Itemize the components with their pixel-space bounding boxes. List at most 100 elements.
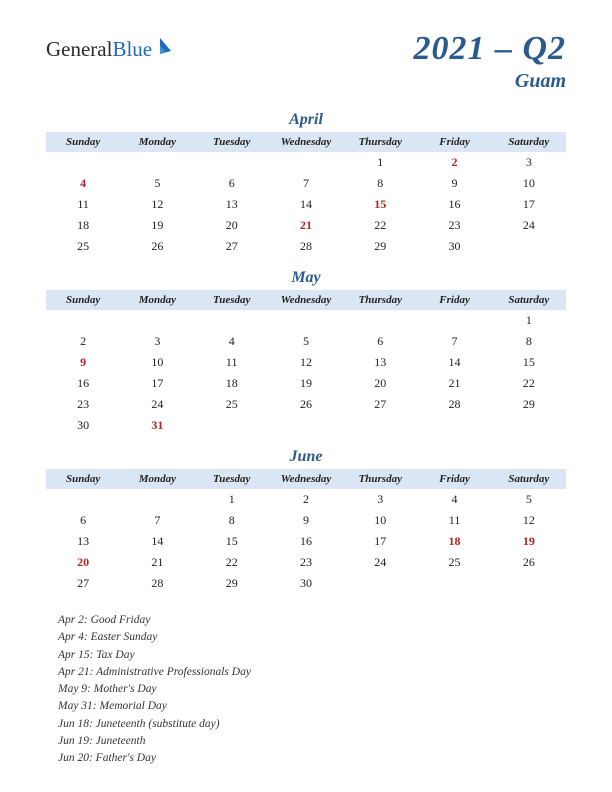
title-block: 2021 – Q2 Guam bbox=[413, 30, 566, 93]
holiday-note-line: May 9: Mother's Day bbox=[58, 681, 566, 698]
calendar-day-cell: 30 bbox=[269, 573, 343, 594]
day-header: Friday bbox=[417, 470, 491, 489]
calendar-day-cell: 26 bbox=[492, 552, 566, 573]
calendar-day-cell: 23 bbox=[46, 394, 120, 415]
day-header: Saturday bbox=[492, 291, 566, 310]
calendar-day-cell bbox=[46, 152, 120, 174]
calendar-day-cell: 22 bbox=[195, 552, 269, 573]
calendars-container: AprilSundayMondayTuesdayWednesdayThursda… bbox=[46, 111, 566, 594]
calendar-day-cell: 15 bbox=[343, 194, 417, 215]
day-header: Thursday bbox=[343, 291, 417, 310]
calendar-day-cell bbox=[343, 415, 417, 436]
calendar-day-cell: 13 bbox=[195, 194, 269, 215]
calendar-day-cell: 4 bbox=[46, 173, 120, 194]
month-block: MaySundayMondayTuesdayWednesdayThursdayF… bbox=[46, 269, 566, 436]
calendar-week-row: 12345 bbox=[46, 489, 566, 511]
calendar-day-cell: 27 bbox=[46, 573, 120, 594]
day-header: Friday bbox=[417, 133, 491, 152]
calendar-table: SundayMondayTuesdayWednesdayThursdayFrid… bbox=[46, 469, 566, 594]
calendar-day-cell bbox=[269, 152, 343, 174]
calendar-day-cell: 3 bbox=[343, 489, 417, 511]
calendar-week-row: 252627282930 bbox=[46, 236, 566, 257]
day-header: Thursday bbox=[343, 470, 417, 489]
calendar-day-cell: 24 bbox=[120, 394, 194, 415]
calendar-week-row: 13141516171819 bbox=[46, 531, 566, 552]
calendar-day-cell bbox=[417, 415, 491, 436]
calendar-day-cell: 5 bbox=[492, 489, 566, 511]
calendar-week-row: 3031 bbox=[46, 415, 566, 436]
calendar-day-cell: 21 bbox=[120, 552, 194, 573]
calendar-day-cell: 26 bbox=[269, 394, 343, 415]
calendar-day-cell: 14 bbox=[417, 352, 491, 373]
calendar-day-cell: 24 bbox=[492, 215, 566, 236]
calendar-week-row: 123 bbox=[46, 152, 566, 174]
calendar-day-cell: 16 bbox=[417, 194, 491, 215]
holiday-note-line: Jun 20: Father's Day bbox=[58, 750, 566, 767]
calendar-day-cell bbox=[195, 415, 269, 436]
calendar-day-cell: 11 bbox=[417, 510, 491, 531]
day-header: Saturday bbox=[492, 470, 566, 489]
calendar-day-cell: 30 bbox=[417, 236, 491, 257]
calendar-day-cell: 31 bbox=[120, 415, 194, 436]
holiday-note-line: Jun 19: Juneteenth bbox=[58, 733, 566, 750]
day-header: Sunday bbox=[46, 470, 120, 489]
calendar-day-cell: 28 bbox=[269, 236, 343, 257]
calendar-day-cell: 23 bbox=[417, 215, 491, 236]
calendar-day-cell: 17 bbox=[492, 194, 566, 215]
calendar-week-row: 6789101112 bbox=[46, 510, 566, 531]
calendar-day-cell: 9 bbox=[269, 510, 343, 531]
calendar-day-cell bbox=[46, 489, 120, 511]
calendar-week-row: 45678910 bbox=[46, 173, 566, 194]
holiday-note-line: May 31: Memorial Day bbox=[58, 698, 566, 715]
calendar-day-cell: 16 bbox=[269, 531, 343, 552]
calendar-table: SundayMondayTuesdayWednesdayThursdayFrid… bbox=[46, 132, 566, 257]
calendar-day-cell: 26 bbox=[120, 236, 194, 257]
day-header: Tuesday bbox=[195, 291, 269, 310]
calendar-day-cell: 19 bbox=[269, 373, 343, 394]
header: GeneralBlue 2021 – Q2 Guam bbox=[46, 30, 566, 93]
holiday-note-line: Apr 2: Good Friday bbox=[58, 612, 566, 629]
calendar-table: SundayMondayTuesdayWednesdayThursdayFrid… bbox=[46, 290, 566, 436]
calendar-week-row: 9101112131415 bbox=[46, 352, 566, 373]
calendar-day-cell: 21 bbox=[269, 215, 343, 236]
calendar-day-cell: 4 bbox=[417, 489, 491, 511]
day-header: Monday bbox=[120, 291, 194, 310]
calendar-day-cell: 12 bbox=[269, 352, 343, 373]
day-header: Monday bbox=[120, 470, 194, 489]
logo-text-general: General bbox=[46, 37, 112, 62]
calendar-day-cell: 29 bbox=[492, 394, 566, 415]
day-header: Wednesday bbox=[269, 470, 343, 489]
month-name: June bbox=[46, 448, 566, 466]
calendar-day-cell: 24 bbox=[343, 552, 417, 573]
month-block: AprilSundayMondayTuesdayWednesdayThursda… bbox=[46, 111, 566, 257]
calendar-day-cell: 6 bbox=[343, 331, 417, 352]
day-header: Wednesday bbox=[269, 133, 343, 152]
calendar-day-cell: 15 bbox=[492, 352, 566, 373]
calendar-day-cell: 30 bbox=[46, 415, 120, 436]
calendar-day-cell: 11 bbox=[195, 352, 269, 373]
calendar-week-row: 20212223242526 bbox=[46, 552, 566, 573]
calendar-day-cell: 22 bbox=[492, 373, 566, 394]
calendar-day-cell bbox=[343, 573, 417, 594]
calendar-day-cell: 29 bbox=[195, 573, 269, 594]
calendar-day-cell: 1 bbox=[195, 489, 269, 511]
calendar-day-cell: 7 bbox=[269, 173, 343, 194]
calendar-day-cell: 9 bbox=[417, 173, 491, 194]
calendar-day-cell bbox=[492, 236, 566, 257]
calendar-day-cell bbox=[492, 573, 566, 594]
day-header: Sunday bbox=[46, 133, 120, 152]
day-header: Monday bbox=[120, 133, 194, 152]
day-header: Wednesday bbox=[269, 291, 343, 310]
holiday-note-line: Apr 15: Tax Day bbox=[58, 647, 566, 664]
calendar-day-cell: 20 bbox=[46, 552, 120, 573]
calendar-day-cell: 12 bbox=[492, 510, 566, 531]
day-header: Thursday bbox=[343, 133, 417, 152]
holiday-notes: Apr 2: Good FridayApr 4: Easter SundayAp… bbox=[58, 612, 566, 767]
calendar-day-cell: 15 bbox=[195, 531, 269, 552]
calendar-day-cell: 11 bbox=[46, 194, 120, 215]
calendar-day-cell: 3 bbox=[492, 152, 566, 174]
day-header: Sunday bbox=[46, 291, 120, 310]
calendar-day-cell: 29 bbox=[343, 236, 417, 257]
holiday-note-line: Apr 21: Administrative Professionals Day bbox=[58, 664, 566, 681]
calendar-day-cell bbox=[195, 152, 269, 174]
